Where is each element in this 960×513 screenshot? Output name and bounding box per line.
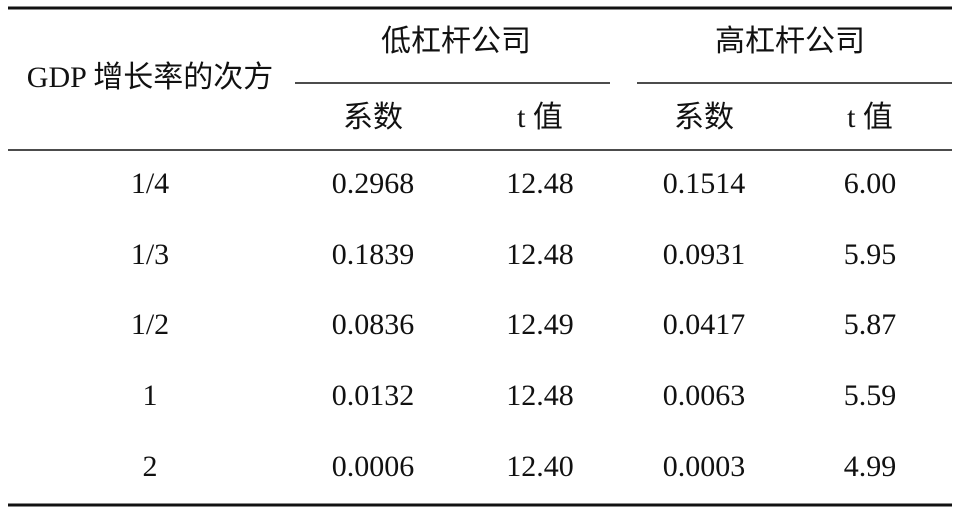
- cell: 6.00: [844, 167, 897, 200]
- cell: 0.2968: [332, 167, 415, 200]
- cell: 12.49: [506, 308, 574, 341]
- row-label: 1/4: [131, 167, 169, 200]
- column-header: 系数: [343, 101, 403, 134]
- column-header: t 值: [517, 101, 563, 134]
- group-header: 高杠杆公司: [715, 25, 865, 58]
- cell: 5.59: [844, 379, 897, 412]
- column-header: 系数: [674, 101, 734, 134]
- cell: 12.48: [506, 238, 574, 271]
- row-label-header: GDP 增长率的次方: [27, 61, 273, 94]
- cell: 5.87: [844, 308, 897, 341]
- cell: 0.1514: [663, 167, 746, 200]
- cell: 5.95: [844, 238, 897, 271]
- group-header: 低杠杆公司: [381, 25, 531, 58]
- cell: 0.0063: [663, 379, 746, 412]
- cell: 0.0006: [332, 450, 415, 483]
- cell: 12.48: [506, 379, 574, 412]
- cell: 0.0132: [332, 379, 415, 412]
- cell: 12.40: [506, 450, 574, 483]
- row-label: 1/2: [131, 308, 169, 341]
- cell: 0.0417: [663, 308, 746, 341]
- cell: 12.48: [506, 167, 574, 200]
- row-label: 1: [143, 379, 158, 412]
- cell: 0.0003: [663, 450, 746, 483]
- cell: 0.0931: [663, 238, 746, 271]
- row-label: 1/3: [131, 238, 169, 271]
- cell: 0.1839: [332, 238, 415, 271]
- cell: 0.0836: [332, 308, 415, 341]
- row-label: 2: [143, 450, 158, 483]
- cell: 4.99: [844, 450, 897, 483]
- column-header: t 值: [847, 101, 893, 134]
